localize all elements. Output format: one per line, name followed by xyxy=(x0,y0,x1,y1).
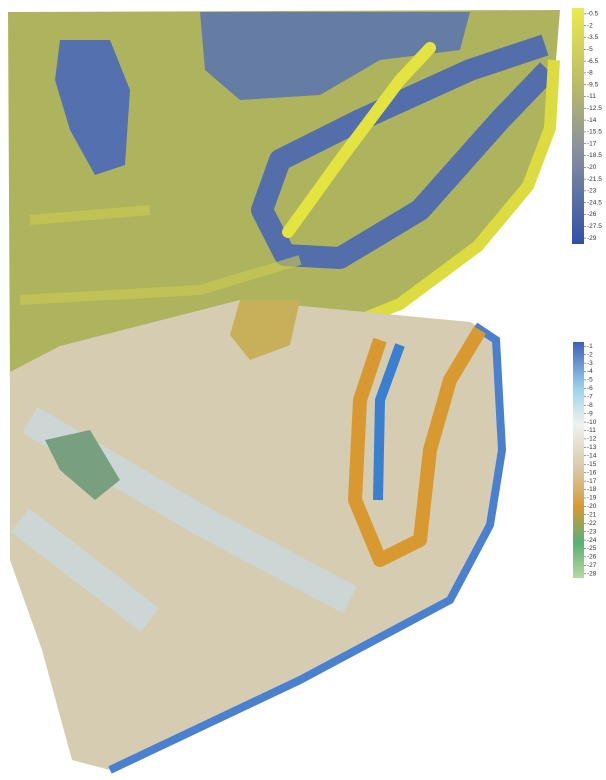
colorbar-label: -13 xyxy=(587,444,597,451)
colorbar-label: -8 xyxy=(587,70,593,77)
colorbar-label: -11 xyxy=(587,93,596,100)
colorbar-label: -2 xyxy=(587,351,593,358)
colorbar-label: -23 xyxy=(587,528,597,535)
colorbar-label: -2 xyxy=(587,22,593,29)
colorbar-label: -6 xyxy=(587,385,593,392)
colorbar-label: -29 xyxy=(587,235,597,242)
colorbar-label: -3.5 xyxy=(587,34,599,41)
colorbar-label: -5 xyxy=(587,46,593,53)
figure: -0.5 -2 -3.5 -5 -6.5 -8 -9.5 -11 -12.5 -14 -15.5 -1… xyxy=(0,0,606,780)
colorbar-label: -28 xyxy=(587,571,597,578)
colorbar-label: -8 xyxy=(587,402,593,409)
colorbar-label: -17 xyxy=(587,140,597,147)
top-colorbar xyxy=(572,8,584,244)
colorbar-label: -9 xyxy=(587,410,593,417)
colorbar-label: -21.5 xyxy=(587,176,602,183)
colorbar-label: -17 xyxy=(587,478,597,485)
colorbar-label: -7 xyxy=(587,394,593,401)
colorbar-label: -1 xyxy=(587,343,593,350)
colorbar-label: -27 xyxy=(587,562,597,569)
colorbar-label: -25 xyxy=(587,545,597,552)
colorbar-label: -15.5 xyxy=(587,129,602,136)
colorbar-label: -19 xyxy=(587,495,597,502)
colorbar-label: -4 xyxy=(587,368,593,375)
colorbar-label: -3 xyxy=(587,360,593,367)
colorbar-label: -24.5 xyxy=(587,199,602,206)
colorbar-label: -16 xyxy=(587,469,597,476)
bottom-map xyxy=(10,300,502,770)
colorbar-label: -11 xyxy=(587,427,596,434)
colorbar-label: -6.5 xyxy=(587,58,599,65)
bottom-colorbar xyxy=(573,342,584,578)
colorbar-label: -20 xyxy=(587,164,597,171)
colorbar-label: -24 xyxy=(587,537,597,544)
colorbar-label: -26 xyxy=(587,211,597,218)
colorbar-label: -9.5 xyxy=(587,81,599,88)
colorbar-label: -22 xyxy=(587,520,597,527)
colorbar-label: -27.5 xyxy=(587,223,602,230)
colorbar-label: -12.5 xyxy=(587,105,602,112)
colorbar-label: -20 xyxy=(587,503,597,510)
colorbar-label: -10 xyxy=(587,419,597,426)
colorbar-label: -0.5 xyxy=(587,11,599,18)
colorbar-label: -14 xyxy=(587,453,597,460)
colorbar-label: -26 xyxy=(587,554,597,561)
colorbar-label: -12 xyxy=(587,436,597,443)
colorbar-label: -15 xyxy=(587,461,597,468)
colorbar-label: -21 xyxy=(587,512,597,519)
colorbar-label: -23 xyxy=(587,188,597,195)
colorbar-label: -5 xyxy=(587,377,593,384)
colorbar-label: -18.5 xyxy=(587,152,602,159)
colorbar-label: -18 xyxy=(587,486,597,493)
colorbar-label: -14 xyxy=(587,117,597,124)
